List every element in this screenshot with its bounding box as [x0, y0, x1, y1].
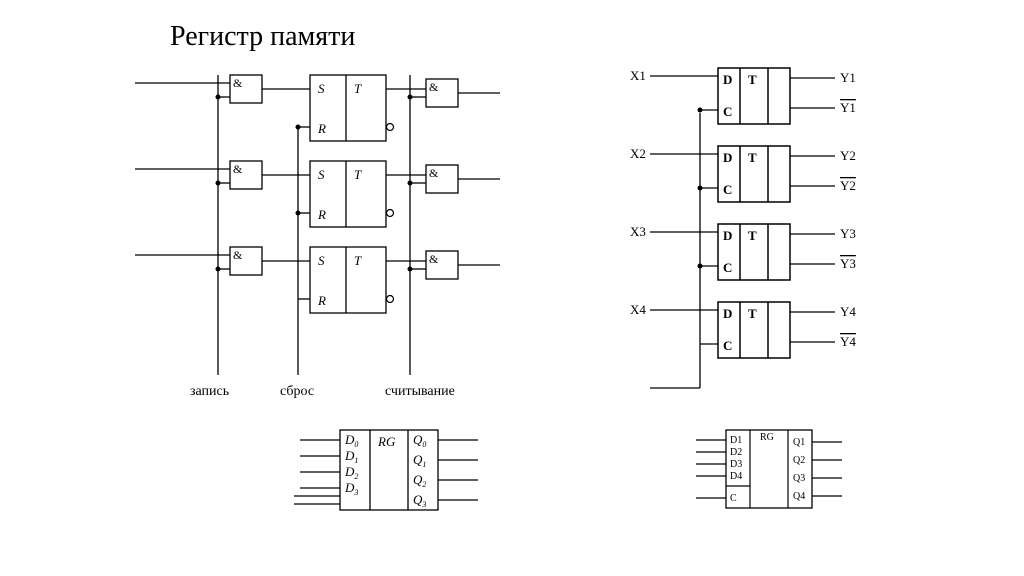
svg-text:D2: D2 — [730, 447, 742, 458]
svg-text:Y3: Y3 — [840, 226, 856, 241]
svg-text:S: S — [318, 167, 325, 182]
svg-text:&: & — [233, 162, 243, 176]
svg-text:C: C — [723, 338, 732, 353]
svg-text:S: S — [318, 253, 325, 268]
svg-text:&: & — [429, 80, 439, 94]
svg-text:&: & — [429, 166, 439, 180]
svg-text:&: & — [429, 252, 439, 266]
svg-text:X2: X2 — [630, 146, 646, 161]
svg-text:C: C — [723, 182, 732, 197]
svg-text:D4: D4 — [730, 471, 742, 482]
svg-text:RG: RG — [760, 432, 774, 443]
svg-text:T: T — [354, 81, 362, 96]
svg-text:T: T — [748, 72, 757, 87]
svg-text:C: C — [730, 493, 737, 504]
svg-text:C: C — [723, 104, 732, 119]
svg-text:Q3: Q3 — [793, 473, 805, 484]
svg-text:T: T — [748, 228, 757, 243]
svg-text:X1: X1 — [630, 68, 646, 83]
svg-text:C: C — [723, 260, 732, 275]
svg-text:Y2: Y2 — [840, 148, 856, 163]
read-label: считывание — [385, 384, 455, 399]
svg-text:Q2: Q2 — [793, 455, 805, 466]
svg-text:R: R — [317, 121, 326, 136]
reset-label: сброс — [280, 384, 314, 399]
svg-text:D3: D3 — [730, 459, 742, 470]
svg-text:D: D — [723, 228, 732, 243]
svg-text:Y2: Y2 — [840, 178, 856, 193]
svg-text:D: D — [723, 72, 732, 87]
svg-text:Y1: Y1 — [840, 100, 856, 115]
svg-text:Q4: Q4 — [793, 491, 805, 502]
svg-text:T: T — [748, 150, 757, 165]
write-label: запись — [190, 384, 229, 399]
svg-text:Y4: Y4 — [840, 304, 856, 319]
svg-text:Y3: Y3 — [840, 256, 856, 271]
diagram-canvas: Регистр памяти & S T R — [0, 0, 1024, 576]
svg-text:X3: X3 — [630, 224, 646, 239]
svg-text:Y4: Y4 — [840, 334, 856, 349]
svg-text:T: T — [354, 253, 362, 268]
svg-text:D: D — [723, 306, 732, 321]
svg-text:R: R — [317, 207, 326, 222]
svg-text:S: S — [318, 81, 325, 96]
svg-text:Y1: Y1 — [840, 70, 856, 85]
svg-text:D1: D1 — [730, 435, 742, 446]
svg-text:D: D — [723, 150, 732, 165]
svg-text:T: T — [748, 306, 757, 321]
svg-text:&: & — [233, 76, 243, 90]
page-title: Регистр памяти — [170, 21, 355, 52]
svg-text:T: T — [354, 167, 362, 182]
svg-text:X4: X4 — [630, 302, 646, 317]
svg-text:RG: RG — [377, 434, 396, 449]
svg-text:Q1: Q1 — [793, 437, 805, 448]
svg-text:R: R — [317, 293, 326, 308]
svg-text:&: & — [233, 248, 243, 262]
